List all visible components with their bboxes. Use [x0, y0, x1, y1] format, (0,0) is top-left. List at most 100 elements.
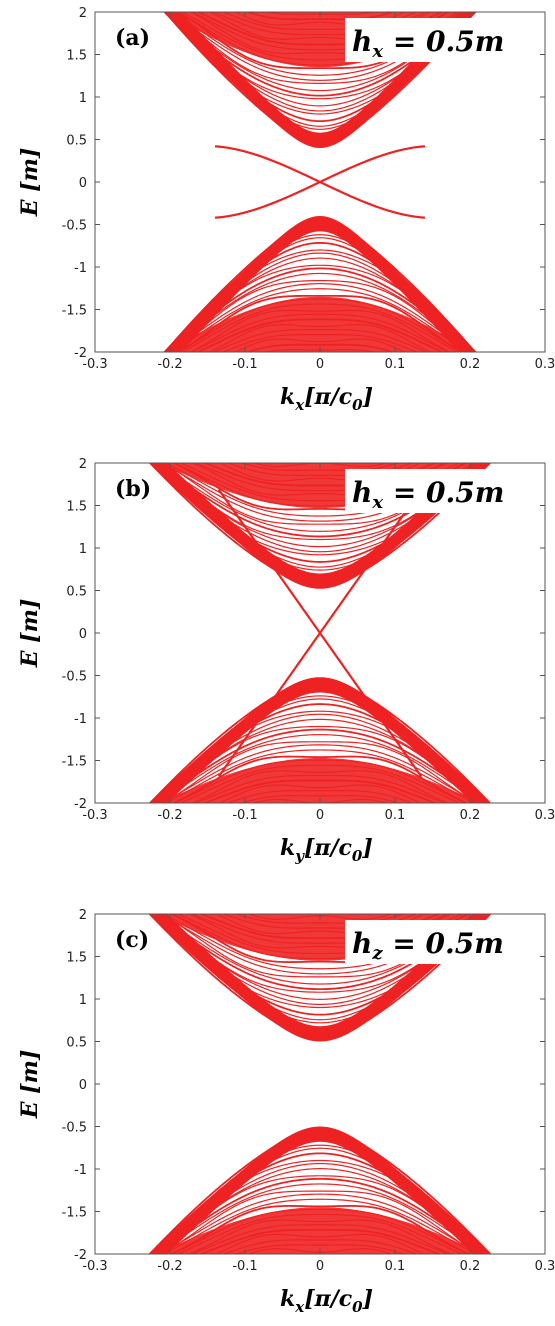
- x-tick-label: -0.3: [82, 357, 107, 372]
- field-annotation: hx = 0.5m: [352, 476, 504, 513]
- y-tick-label: 0: [79, 627, 87, 642]
- conduction-band-line: [169, 914, 471, 964]
- valence-band-line: [177, 294, 463, 352]
- y-tick-label: 1.5: [66, 500, 87, 515]
- x-tick-label: -0.2: [157, 1259, 182, 1274]
- x-tick-label: -0.1: [232, 808, 257, 823]
- x-tick-label: 0.2: [460, 808, 481, 823]
- x-axis-label: ky[π/c0]: [280, 835, 373, 865]
- y-tick-label: 0.5: [66, 585, 87, 600]
- y-axis-label: E [m]: [17, 599, 43, 669]
- field-annotation-box: [345, 469, 530, 513]
- valence-band-line: [95, 420, 545, 453]
- valence-band-line: [95, 1320, 545, 1326]
- panel-label: (b): [115, 476, 151, 502]
- valence-band-line: [95, 413, 545, 451]
- valence-band-line: [95, 874, 545, 904]
- band-curves: [95, 854, 545, 1326]
- y-tick-label: -1: [74, 712, 87, 727]
- x-tick-label: 0.2: [460, 1259, 481, 1274]
- valence-band-line: [95, 881, 545, 907]
- x-tick-label: 0: [316, 1259, 324, 1274]
- valence-band-line: [95, 425, 545, 457]
- field-annotation-box: [345, 18, 530, 62]
- y-tick-label: -1: [74, 1163, 87, 1178]
- y-tick-label: -2: [74, 1248, 87, 1263]
- y-tick-label: 2: [79, 457, 87, 472]
- panel-b: -0.3 -0.2 -0.1 0 0.1 0.2 0.3 2 1.5 1 0.5 0 -0.5 -1 -1.…: [17, 403, 555, 917]
- x-tick-label: 0.3: [535, 357, 555, 372]
- y-tick-label: -1: [74, 261, 87, 276]
- y-tick-label: -1.5: [62, 1206, 87, 1221]
- x-tick-label: -0.1: [232, 357, 257, 372]
- valence-band-line: [95, 1315, 545, 1326]
- valence-band-line: [171, 279, 469, 352]
- panel-c: -0.3 -0.2 -0.1 0 0.1 0.2 0.3 2 1.5 1 0.5 0 -0.5 -1 -1.…: [17, 854, 555, 1326]
- surface-state-line: [214, 145, 426, 219]
- valence-band-line: [95, 870, 545, 898]
- panel-label: (c): [115, 927, 149, 953]
- valence-band-line: [95, 865, 545, 895]
- field-annotation: hx = 0.5m: [352, 25, 504, 62]
- x-tick-label: 0: [316, 808, 324, 823]
- conduction-band-line: [95, 0, 545, 4]
- panel-label-box: [109, 471, 153, 503]
- x-tick-label: -0.1: [232, 1259, 257, 1274]
- conduction-band-line: [95, 0, 545, 11]
- y-tick-label: 1.5: [66, 951, 87, 966]
- y-tick-label: 1: [79, 993, 87, 1008]
- conduction-band-line: [95, 854, 545, 909]
- valence-band-line: [95, 428, 545, 462]
- y-tick-label: -0.5: [62, 670, 87, 685]
- conduction-band-line: [252, 463, 388, 468]
- valence-bulk-fill: [158, 1207, 482, 1254]
- x-tick-label: 0.3: [535, 808, 555, 823]
- y-tick-label: 0: [79, 176, 87, 191]
- panel-label-box: [109, 922, 153, 954]
- y-tick-label: 1: [79, 91, 87, 106]
- valence-band-line: [170, 283, 470, 352]
- valence-bulk-fill: [160, 757, 480, 803]
- plot-frame: [94, 913, 546, 1255]
- conduction-band-line: [171, 463, 469, 511]
- valence-band-line: [150, 695, 490, 803]
- conduction-band-line: [177, 12, 463, 70]
- y-tick-label: -0.5: [62, 219, 87, 234]
- panel-label-box: [109, 20, 153, 52]
- valence-band-line: [95, 886, 545, 911]
- conduction-band-line: [247, 914, 393, 920]
- valence-band-line: [95, 435, 545, 464]
- x-tick-label: -0.2: [157, 357, 182, 372]
- x-tick-label: 0.1: [385, 808, 406, 823]
- x-tick-label: 0: [316, 357, 324, 372]
- field-annotation-box: [345, 920, 530, 964]
- y-tick-label: -2: [74, 797, 87, 812]
- conduction-band-line: [95, 403, 545, 460]
- x-tick-label: -0.2: [157, 808, 182, 823]
- y-tick-label: -2: [74, 346, 87, 361]
- field-annotation: hz = 0.5m: [352, 927, 504, 964]
- x-tick-label: 0.1: [385, 1259, 406, 1274]
- x-axis-label: kx[π/c0]: [280, 1286, 373, 1316]
- y-tick-label: 1: [79, 542, 87, 557]
- x-tick-label: -0.3: [82, 808, 107, 823]
- y-tick-label: -1.5: [62, 755, 87, 770]
- y-tick-label: -0.5: [62, 1121, 87, 1136]
- valence-band-line: [95, 404, 545, 442]
- y-tick-label: 2: [79, 908, 87, 923]
- conduction-band-line: [172, 12, 468, 76]
- valence-band-line: [169, 1204, 471, 1254]
- y-axis-label: E [m]: [17, 1050, 43, 1120]
- y-tick-label: 0: [79, 1078, 87, 1093]
- x-axis-label: kx[π/c0]: [280, 384, 373, 414]
- y-tick-label: -1.5: [62, 304, 87, 319]
- panel-a: -0.3 -0.2 -0.1 0 0.1 0.2 0.3 2 1.5 1 0.5 0 -0.5 -1 -1.…: [17, 0, 555, 464]
- valence-band-line: [149, 1144, 491, 1254]
- y-axis-label: E [m]: [17, 148, 43, 218]
- x-tick-label: 0.2: [460, 357, 481, 372]
- valence-band-line: [95, 889, 545, 917]
- y-tick-label: 1.5: [66, 49, 87, 64]
- y-tick-label: 2: [79, 6, 87, 21]
- conduction-band-line: [287, 914, 353, 915]
